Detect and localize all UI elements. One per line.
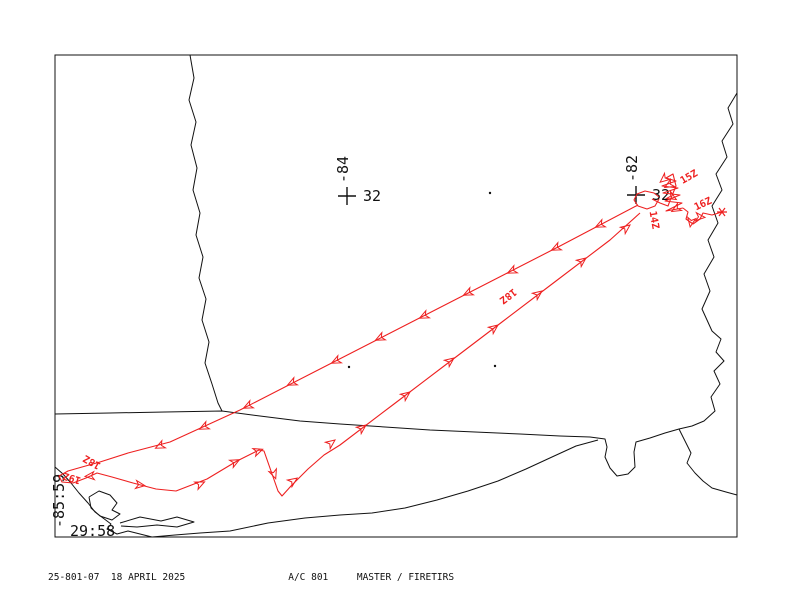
time-label: 14Z (647, 210, 661, 230)
time-label: 19Z (62, 470, 82, 486)
track-start-marker (717, 207, 727, 217)
time-tick-arrow (198, 420, 211, 430)
time-label: 18Z (497, 286, 518, 306)
time-tick-arrow (618, 224, 631, 236)
time-tick-arrow (286, 376, 299, 386)
time-tick-arrow (330, 354, 343, 364)
longitude-label: -84 (334, 156, 352, 183)
latitude-label: 32 (652, 186, 670, 204)
time-tick-arrow (374, 331, 387, 341)
state-boundary-coastline-path (88, 490, 121, 521)
time-label: 18Z (82, 452, 103, 471)
state-boundary-coastline-path (54, 439, 599, 538)
time-tick-arrow (550, 241, 563, 251)
time-tick-arrow (659, 171, 672, 184)
time-tick-arrow (486, 324, 499, 336)
time-tick-arrow (442, 357, 455, 369)
latitude-label: 32 (363, 187, 381, 205)
time-tick-arrow (530, 290, 543, 302)
time-label: 15Z (679, 168, 700, 187)
time-tick-arrow (398, 391, 411, 403)
plot-info-block: 25-801-07 18 APRIL 2025 A/C 801 MASTER /… (48, 543, 540, 612)
flight-track-path (682, 207, 723, 225)
time-tick-arrow (193, 481, 206, 491)
time-tick-arrow (354, 424, 367, 436)
flight-track-path (651, 173, 684, 212)
flight-id-line: 25-801-07 18 APRIL 2025 A/C 801 MASTER /… (48, 572, 455, 583)
flight-track-path (58, 204, 641, 497)
state-boundary-coastline-path (188, 54, 223, 412)
time-tick-arrow (506, 264, 519, 274)
time-tick-arrow (154, 439, 167, 449)
corner-latitude-label: 29:58 (70, 522, 115, 540)
city-dot (493, 364, 497, 368)
city-dot (488, 191, 492, 195)
time-tick-arrow (663, 177, 677, 189)
state-boundary-coastline-path (678, 92, 738, 496)
plot-frame (54, 54, 738, 538)
state-boundary-coastline-path (119, 516, 195, 528)
time-tick-arrow (418, 309, 431, 319)
time-tick-arrow (227, 459, 241, 469)
longitude-label: -82 (623, 155, 641, 182)
time-tick-arrow (594, 218, 607, 228)
time-tick-arrow (694, 211, 707, 222)
time-tick-arrow (670, 201, 684, 213)
corner-longitude-label: -85:59 (50, 474, 68, 528)
city-dot (347, 365, 351, 369)
time-tick-arrow (267, 467, 278, 480)
time-tick-arrow (251, 447, 264, 458)
time-tick-arrow (83, 470, 96, 481)
time-label: 16Z (693, 196, 714, 214)
time-tick-arrow (574, 257, 587, 269)
time-tick-arrow (664, 189, 678, 201)
time-tick-arrow (323, 439, 336, 451)
time-tick-arrow (134, 479, 147, 490)
time-tick-arrow (462, 286, 475, 296)
state-boundary-coastline-path (54, 410, 680, 477)
time-tick-arrow (242, 399, 255, 409)
flight-track-path (633, 190, 660, 210)
time-tick-arrow (285, 477, 299, 489)
time-tick-arrow (686, 215, 697, 229)
